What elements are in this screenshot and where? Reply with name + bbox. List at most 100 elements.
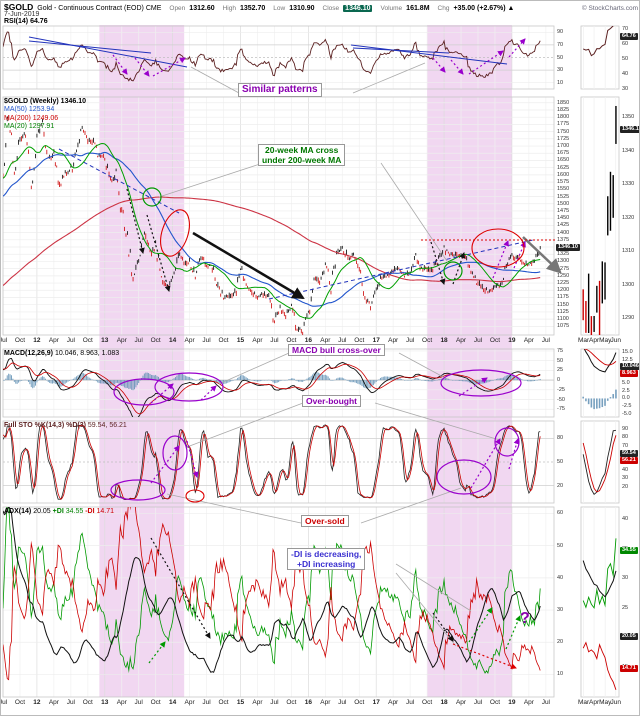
value-badge: 1346.10 — [556, 244, 580, 252]
y-axis-label: 1850 — [557, 99, 570, 106]
y-axis-label: 10 — [557, 79, 564, 86]
x-axis-label: Mar — [578, 699, 590, 706]
adx-legend: ADX(14) 20.05 +DI 34.55 -DI 14.71 — [4, 508, 115, 515]
x-axis-label: Oct — [82, 337, 93, 344]
x-axis-label: 19 — [508, 337, 516, 344]
y-axis-label: 0 — [557, 377, 561, 384]
y-axis-label: 90 — [622, 426, 629, 433]
x-axis-label: 17 — [372, 337, 380, 344]
y-axis-label: 60 — [622, 41, 629, 47]
y-axis-label: -50 — [557, 396, 565, 403]
y-axis-label: 60 — [557, 510, 564, 517]
y-axis-label: 30 — [622, 86, 629, 92]
x-axis-label: 14 — [169, 699, 177, 706]
y-axis-label: 1300 — [557, 258, 570, 265]
x-axis-label: Apr — [48, 337, 59, 344]
x-axis-label: Apr — [184, 699, 195, 706]
change-value: +35.00 (+2.67%) ▲ — [453, 5, 515, 12]
y-axis-label: 1100 — [557, 316, 569, 323]
x-axis-label: Apr — [589, 337, 600, 344]
annotation-similar-patterns: Similar patterns — [238, 83, 322, 97]
x-axis-label: Jul — [270, 337, 279, 344]
y-axis-label: 1425 — [557, 222, 570, 229]
y-axis-label: 50 — [557, 54, 564, 61]
y-axis-label: 1800 — [557, 114, 570, 121]
y-axis-label: 12.5 — [622, 356, 633, 363]
annotation-oversold: Over-sold — [301, 515, 349, 528]
y-axis-label: 1550 — [557, 186, 570, 193]
y-axis-label: 1450 — [557, 215, 570, 222]
x-axis-label: 15 — [236, 337, 245, 344]
ticker-symbol: $GOLD — [4, 2, 34, 12]
x-axis-label: Jun — [610, 337, 621, 344]
price-legend-ma20: MA(20) 1297.91 — [4, 123, 55, 131]
x-axis-label: Jul — [473, 337, 483, 344]
y-axis-label: -75 — [557, 406, 565, 413]
y-axis-label: 1600 — [557, 171, 570, 178]
y-axis-label: 50 — [622, 56, 629, 62]
high-value: 1352.70 — [239, 5, 266, 12]
copyright-text: © StockCharts.com — [581, 5, 638, 12]
price-legend-ma50: MA(50) 1253.94 — [4, 106, 55, 114]
value-badge: 1346.10 — [620, 126, 639, 134]
y-axis-label: 70 — [622, 442, 629, 449]
x-axis-label: Oct — [354, 699, 365, 706]
x-axis-label: Oct — [82, 699, 93, 706]
x-axis-label: Apr — [523, 337, 534, 344]
x-axis-label: Oct — [489, 337, 501, 344]
x-axis-label: Oct — [422, 699, 433, 706]
y-axis-label: 1175 — [557, 294, 569, 301]
value-badge: 59.54 — [620, 450, 638, 458]
chart-date: 7-Jun-2019 — [4, 11, 40, 18]
value-badge: 56.21 — [620, 457, 638, 465]
x-axis-label: May — [599, 699, 612, 706]
close-label: Close — [322, 5, 340, 12]
x-axis-label: Oct — [218, 699, 229, 706]
y-axis-label: -25 — [557, 386, 565, 393]
x-axis-label: 17 — [372, 699, 380, 706]
macd-legend: MACD(12,26,9) 10.046, 8.963, 1.083 — [4, 350, 120, 357]
price-legend: $GOLD (Weekly) 1346.10 MA(50) 1253.94 MA… — [4, 98, 86, 132]
x-axis-label: Apr — [589, 699, 600, 706]
y-axis-label: 1700 — [557, 143, 570, 150]
y-axis-label: 75 — [557, 347, 564, 354]
x-axis-label: Jun — [610, 699, 621, 706]
x-axis-label: Oct — [286, 337, 297, 344]
value-badge: 20.05 — [620, 633, 638, 641]
x-axis-label: Jul — [134, 699, 143, 706]
annotation-question-mark: ? — [520, 610, 530, 627]
x-axis-label: Oct — [286, 699, 297, 706]
annotation-overbought: Over-bought — [302, 395, 361, 408]
x-axis-label: Oct — [150, 699, 161, 706]
x-axis-label: Oct — [150, 337, 161, 344]
x-axis-label: Apr — [388, 699, 399, 706]
x-axis-label: Jul — [134, 337, 143, 344]
value-badge: 10.046 — [620, 363, 639, 371]
y-axis-label: 1290 — [622, 315, 635, 322]
x-axis-label: Apr — [320, 337, 331, 344]
close-value-badge: 1346.10 — [343, 5, 373, 12]
y-axis-label: 25 — [557, 367, 564, 374]
y-axis-label: 1500 — [557, 200, 570, 207]
x-axis-label: 16 — [304, 337, 312, 344]
chart-header: $GOLD Gold - Continuous Contract (EOD) C… — [4, 2, 638, 12]
x-axis-label: Oct — [489, 699, 501, 706]
y-axis-label: 40 — [622, 467, 629, 474]
x-axis-label: Apr — [523, 699, 534, 706]
value-badge: 14.71 — [620, 665, 638, 673]
x-axis-label: 12 — [33, 337, 41, 344]
x-axis-label: Jul — [405, 337, 415, 344]
y-axis-label: 1075 — [557, 323, 570, 330]
x-axis-label: Apr — [48, 699, 59, 706]
price-legend-ma200: MA(200) 1249.06 — [4, 114, 59, 122]
x-axis-label: 18 — [440, 699, 448, 706]
y-axis-label: 20 — [557, 482, 564, 489]
y-axis-label: -2.5 — [622, 403, 632, 410]
y-axis-label: 1125 — [557, 308, 569, 315]
annotation-macd-crossover: MACD bull cross-over — [288, 344, 385, 357]
x-axis-label: Oct — [354, 337, 365, 344]
volume-value: 161.8M — [406, 5, 430, 12]
y-axis-label: 1400 — [557, 229, 570, 236]
y-axis-label: 1650 — [557, 157, 570, 164]
